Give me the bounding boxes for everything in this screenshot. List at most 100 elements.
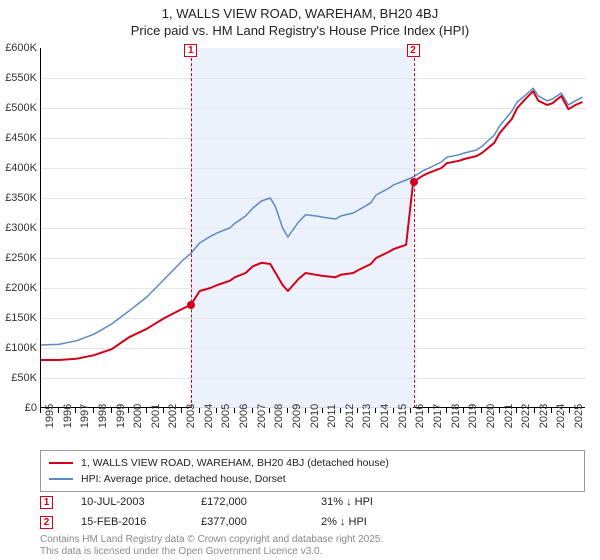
- x-tick-label: 2010: [309, 404, 321, 428]
- title-line-1: 1, WALLS VIEW ROAD, WAREHAM, BH20 4BJ: [0, 6, 600, 21]
- x-tick-mark: [252, 408, 253, 413]
- x-tick-label: 2020: [485, 404, 497, 428]
- x-tick-label: 2018: [450, 404, 462, 428]
- sale-marker-dot: [187, 301, 195, 309]
- sales-row-price: £172,000: [201, 496, 321, 508]
- legend-row: HPI: Average price, detached house, Dors…: [49, 471, 576, 487]
- y-tick-label: £50K: [11, 372, 37, 384]
- x-tick-mark: [58, 408, 59, 413]
- sales-row-date: 10-JUL-2003: [81, 496, 201, 508]
- sales-row-marker: 2: [40, 516, 53, 529]
- x-tick-mark: [181, 408, 182, 413]
- x-tick-mark: [516, 408, 517, 413]
- x-tick-mark: [322, 408, 323, 413]
- x-tick-label: 2011: [326, 404, 338, 428]
- x-tick-label: 2025: [573, 404, 585, 428]
- x-tick-mark: [393, 408, 394, 413]
- x-tick-label: 2019: [467, 404, 479, 428]
- x-tick-mark: [428, 408, 429, 413]
- y-tick-label: £0: [25, 402, 37, 414]
- title-line-2: Price paid vs. HM Land Registry's House …: [0, 23, 600, 38]
- sale-marker-guideline: [191, 48, 192, 408]
- x-tick-mark: [410, 408, 411, 413]
- x-tick-mark: [128, 408, 129, 413]
- x-tick-mark: [269, 408, 270, 413]
- y-tick-label: £350K: [5, 192, 37, 204]
- x-tick-label: 2022: [520, 404, 532, 428]
- x-tick-mark: [146, 408, 147, 413]
- x-tick-label: 2006: [238, 404, 250, 428]
- y-tick-label: £450K: [5, 132, 37, 144]
- x-tick-label: 2007: [256, 404, 268, 428]
- y-tick-label: £300K: [5, 222, 37, 234]
- legend-label: HPI: Average price, detached house, Dors…: [81, 473, 286, 485]
- sales-row-delta: 2% ↓ HPI: [321, 516, 441, 528]
- y-tick-label: £550K: [5, 72, 37, 84]
- x-tick-mark: [569, 408, 570, 413]
- x-tick-mark: [340, 408, 341, 413]
- sale-marker-guideline: [414, 48, 415, 408]
- x-tick-label: 2001: [150, 404, 162, 428]
- series-hpi_dorset_detached: [41, 88, 583, 345]
- y-tick-label: £400K: [5, 162, 37, 174]
- sale-marker-badge: 2: [407, 44, 420, 57]
- x-tick-mark: [534, 408, 535, 413]
- chart-container: 12 £0£50K£100K£150K£200K£250K£300K£350K£…: [40, 48, 585, 436]
- y-tick-label: £600K: [5, 42, 37, 54]
- sales-row-price: £377,000: [201, 516, 321, 528]
- x-tick-label: 2000: [132, 404, 144, 428]
- x-tick-label: 2016: [414, 404, 426, 428]
- sales-row-marker: 1: [40, 496, 53, 509]
- footnote: Contains HM Land Registry data © Crown c…: [40, 534, 383, 558]
- x-tick-label: 2015: [397, 404, 409, 428]
- series-price_paid: [41, 91, 583, 360]
- x-tick-label: 2002: [167, 404, 179, 428]
- x-tick-mark: [357, 408, 358, 413]
- sale-marker-badge: 1: [184, 44, 197, 57]
- x-tick-mark: [375, 408, 376, 413]
- sales-row-delta: 31% ↓ HPI: [321, 496, 441, 508]
- sale-marker-dot: [410, 178, 418, 186]
- sales-row: 1 10-JUL-2003£172,00031% ↓ HPI: [40, 492, 441, 512]
- sales-row-date: 15-FEB-2016: [81, 516, 201, 528]
- x-tick-mark: [234, 408, 235, 413]
- x-tick-label: 2008: [273, 404, 285, 428]
- legend-box: 1, WALLS VIEW ROAD, WAREHAM, BH20 4BJ (d…: [40, 450, 585, 492]
- x-tick-mark: [287, 408, 288, 413]
- x-tick-label: 2021: [503, 404, 515, 428]
- sales-row: 2 15-FEB-2016£377,0002% ↓ HPI: [40, 512, 441, 532]
- x-tick-mark: [216, 408, 217, 413]
- x-tick-label: 1995: [44, 404, 56, 428]
- x-tick-mark: [551, 408, 552, 413]
- x-tick-label: 2023: [538, 404, 550, 428]
- legend-swatch: [49, 462, 73, 464]
- x-tick-mark: [446, 408, 447, 413]
- x-tick-mark: [40, 408, 41, 413]
- x-tick-label: 1999: [115, 404, 127, 428]
- x-tick-mark: [163, 408, 164, 413]
- x-tick-mark: [463, 408, 464, 413]
- y-tick-label: £200K: [5, 282, 37, 294]
- x-tick-label: 2012: [344, 404, 356, 428]
- footnote-line-1: Contains HM Land Registry data © Crown c…: [40, 534, 383, 546]
- y-tick-label: £150K: [5, 312, 37, 324]
- plot-area: 12: [40, 48, 585, 408]
- y-tick-label: £500K: [5, 102, 37, 114]
- y-tick-label: £250K: [5, 252, 37, 264]
- legend-swatch: [49, 478, 73, 480]
- x-tick-mark: [93, 408, 94, 413]
- x-tick-label: 2024: [555, 404, 567, 428]
- x-tick-label: 2014: [379, 404, 391, 428]
- x-tick-label: 2009: [291, 404, 303, 428]
- x-tick-label: 2003: [185, 404, 197, 428]
- x-tick-mark: [199, 408, 200, 413]
- x-tick-mark: [499, 408, 500, 413]
- x-tick-label: 1998: [97, 404, 109, 428]
- x-tick-mark: [111, 408, 112, 413]
- footnote-line-2: This data is licensed under the Open Gov…: [40, 546, 383, 558]
- chart-title-block: 1, WALLS VIEW ROAD, WAREHAM, BH20 4BJ Pr…: [0, 0, 600, 38]
- x-tick-label: 2013: [361, 404, 373, 428]
- legend-row: 1, WALLS VIEW ROAD, WAREHAM, BH20 4BJ (d…: [49, 455, 576, 471]
- x-tick-mark: [75, 408, 76, 413]
- x-tick-mark: [481, 408, 482, 413]
